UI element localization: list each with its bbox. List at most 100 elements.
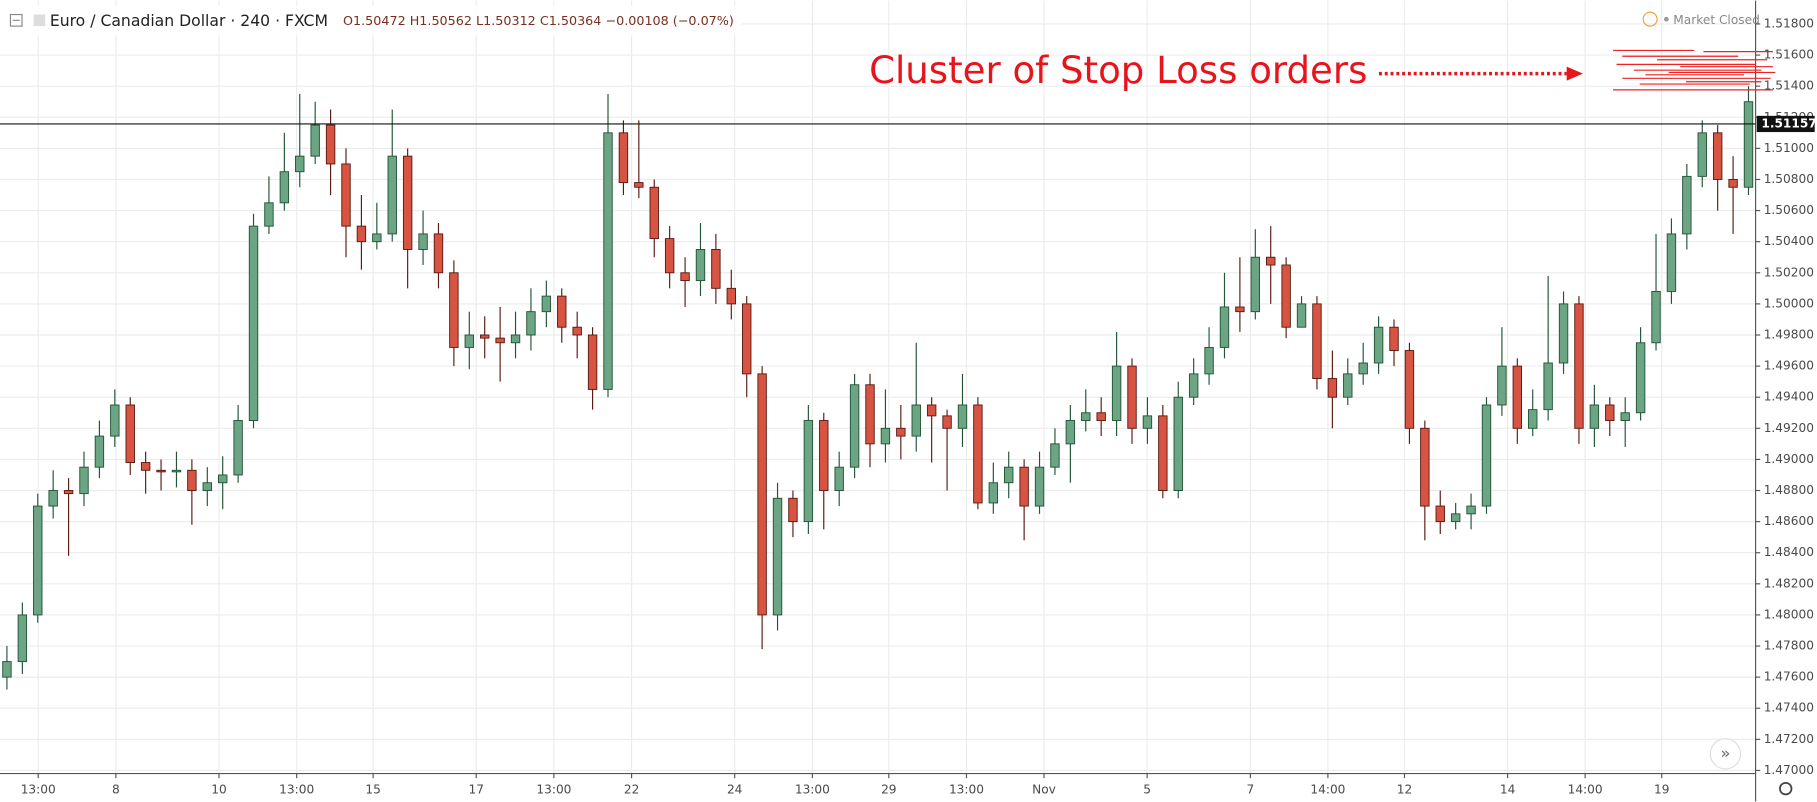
status-dot — [1664, 16, 1669, 22]
candle-body — [1666, 233, 1677, 292]
candle-body — [1450, 513, 1461, 523]
ohlc-legend: O1.50472 H1.50562 L1.50312 C1.50364 −0.0… — [343, 14, 734, 29]
candle-body — [218, 474, 228, 484]
scroll-button[interactable] — [1709, 738, 1742, 770]
annotation-arrowhead — [1566, 66, 1583, 81]
y-tick-label: 1.48400 — [1764, 545, 1814, 559]
candle-body — [1389, 326, 1399, 352]
candle-body — [418, 233, 428, 250]
candle-body — [634, 182, 644, 188]
candle-body — [1512, 365, 1523, 429]
candle-body — [1127, 365, 1137, 429]
candle-body — [1373, 326, 1384, 364]
y-tick-label: 1.47000 — [1764, 763, 1814, 777]
candle-body — [603, 132, 613, 390]
candle-body — [79, 466, 89, 495]
candle-body — [2, 661, 12, 678]
candle-body — [449, 272, 459, 348]
x-tick-label: 22 — [624, 782, 639, 796]
candle-body — [33, 505, 43, 616]
x-tick-label: 24 — [727, 782, 743, 796]
header-bg — [0, 5, 742, 36]
candle-body — [187, 469, 197, 491]
candle-body — [1296, 303, 1307, 328]
candle-body — [1712, 132, 1723, 180]
candle-body — [279, 171, 290, 204]
candle-body — [1528, 409, 1538, 429]
x-tick-label: 13:00 — [279, 782, 314, 796]
candle-body — [125, 404, 135, 463]
last-price-label: 1.51157 — [1761, 116, 1816, 130]
y-tick-label: 1.50600 — [1764, 203, 1814, 217]
candle-body — [1620, 412, 1630, 421]
candle-body — [772, 497, 783, 616]
candle-body — [110, 404, 120, 437]
grid — [0, 0, 1756, 774]
status-icon — [1642, 11, 1658, 27]
candle-body — [387, 155, 397, 235]
annotation: Cluster of Stop Loss orders — [869, 49, 1367, 92]
collapse-button[interactable] — [9, 13, 23, 27]
x-tick-label: 14 — [1500, 782, 1516, 796]
candle-body — [1034, 466, 1045, 507]
candle-body — [202, 482, 212, 491]
candle-body — [1343, 373, 1353, 398]
x-tick-label: 17 — [468, 782, 483, 796]
candle-body — [911, 404, 921, 437]
candle-body — [248, 225, 259, 421]
candle-body — [618, 132, 629, 184]
candle-body — [695, 248, 706, 282]
y-tick-label: 1.51400 — [1764, 79, 1814, 93]
candle-body — [788, 497, 798, 523]
candle-body — [1188, 373, 1199, 398]
x-tick-label: 12 — [1397, 782, 1412, 796]
x-tick-label: 29 — [881, 782, 896, 796]
candle-body — [664, 238, 675, 274]
candle-body — [1312, 303, 1322, 380]
candle-body — [510, 334, 521, 344]
x-tick-label: 19 — [1654, 782, 1669, 796]
symbol-title[interactable]: Euro / Canadian Dollar · 240 · FXCM — [50, 11, 328, 30]
candle-body — [1589, 404, 1600, 429]
y-tick-label: 1.48200 — [1764, 576, 1814, 590]
candle-body — [1358, 362, 1368, 375]
y-tick-label: 1.49000 — [1764, 452, 1814, 466]
y-tick-label: 1.48800 — [1764, 483, 1814, 497]
candle-body — [433, 233, 444, 274]
candle-body — [356, 225, 367, 243]
candle-body — [757, 373, 767, 616]
candle-body — [310, 124, 320, 157]
candle-body — [896, 427, 906, 437]
candle-body — [1651, 290, 1661, 344]
candle-body — [1050, 443, 1060, 468]
candle-body — [1065, 420, 1076, 445]
candle-body — [1466, 505, 1476, 515]
candle-body — [1173, 396, 1183, 491]
x-tick-label: 7 — [1247, 782, 1255, 796]
candle-body — [372, 233, 382, 243]
candle-body — [649, 186, 659, 240]
candle-body — [1111, 365, 1122, 421]
candle-body — [957, 404, 968, 429]
candle-body — [819, 420, 829, 491]
candle-body — [1158, 415, 1168, 491]
y-tick-label: 1.49400 — [1764, 390, 1814, 404]
candle-body — [1081, 412, 1091, 421]
candle-body — [1004, 466, 1014, 484]
settings-button[interactable] — [1779, 781, 1793, 796]
candle-body — [1019, 466, 1029, 507]
candle-body — [341, 163, 351, 227]
candle-body — [63, 490, 74, 495]
candle-body — [1558, 303, 1569, 364]
candle-body — [973, 404, 983, 504]
x-tick-label: 13:00 — [795, 782, 830, 796]
candle-body — [742, 303, 752, 375]
candle-body — [1635, 342, 1646, 414]
x-tick-label: 14:00 — [1310, 782, 1345, 796]
y-tick-label: 1.47200 — [1764, 732, 1814, 746]
candle-body — [1574, 303, 1584, 429]
y-tick-label: 1.51600 — [1764, 48, 1814, 62]
y-tick-label: 1.51800 — [1764, 16, 1814, 30]
candle-body — [171, 469, 182, 473]
